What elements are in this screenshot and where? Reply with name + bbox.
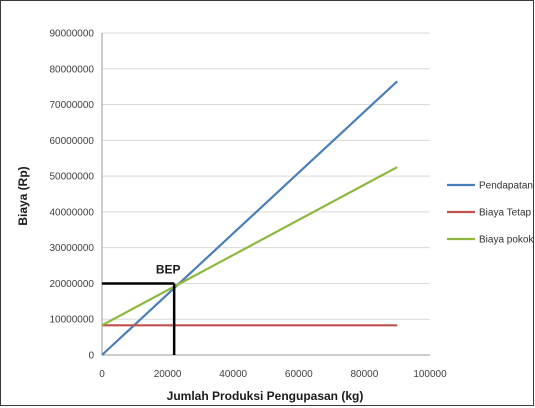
legend-label: Pendapatan xyxy=(479,181,533,192)
x-tick-labels: 0 20000 40000 60000 80000 100000 xyxy=(99,369,447,380)
y-tick-label: 80000000 xyxy=(50,64,95,75)
bep-guide-lines xyxy=(102,282,176,355)
y-tick-label: 20000000 xyxy=(50,279,95,290)
y-tick-label: 70000000 xyxy=(50,100,95,111)
x-tick-label: 60000 xyxy=(285,369,313,380)
y-tick-label: 30000000 xyxy=(50,243,95,254)
x-tick-label: 20000 xyxy=(154,369,182,380)
axes xyxy=(101,33,430,356)
x-axis-label: Jumlah Produksi Pengupasan (kg) xyxy=(167,389,364,403)
y-tick-label: 90000000 xyxy=(50,29,95,40)
y-tick-label: 10000000 xyxy=(50,315,95,326)
series-lines xyxy=(101,80,398,356)
y-tick-label: 0 xyxy=(88,351,94,362)
y-tick-label: 40000000 xyxy=(50,207,95,218)
series-line-pendapatan xyxy=(101,80,398,356)
series-line-biaya-pokok xyxy=(101,166,398,327)
bep-annotation: BEP xyxy=(156,262,181,276)
x-tick-label: 100000 xyxy=(413,369,447,380)
x-tick-label: 80000 xyxy=(350,369,378,380)
y-tick-labels: 0 10000000 20000000 30000000 40000000 5000000… xyxy=(50,29,95,362)
x-tick-label: 40000 xyxy=(219,369,247,380)
y-axis-label: Biaya (Rp) xyxy=(16,166,30,225)
y-tick-label: 60000000 xyxy=(50,136,95,147)
x-tick-label: 0 xyxy=(99,369,105,380)
annotations: BEP xyxy=(156,262,181,276)
legend-label: Biaya Tetap xyxy=(479,208,532,219)
y-tick-label: 50000000 xyxy=(50,172,95,183)
legend: Pendapatan Biaya Tetap Biaya pokok xyxy=(447,181,534,246)
legend-label: Biaya pokok xyxy=(479,235,534,246)
